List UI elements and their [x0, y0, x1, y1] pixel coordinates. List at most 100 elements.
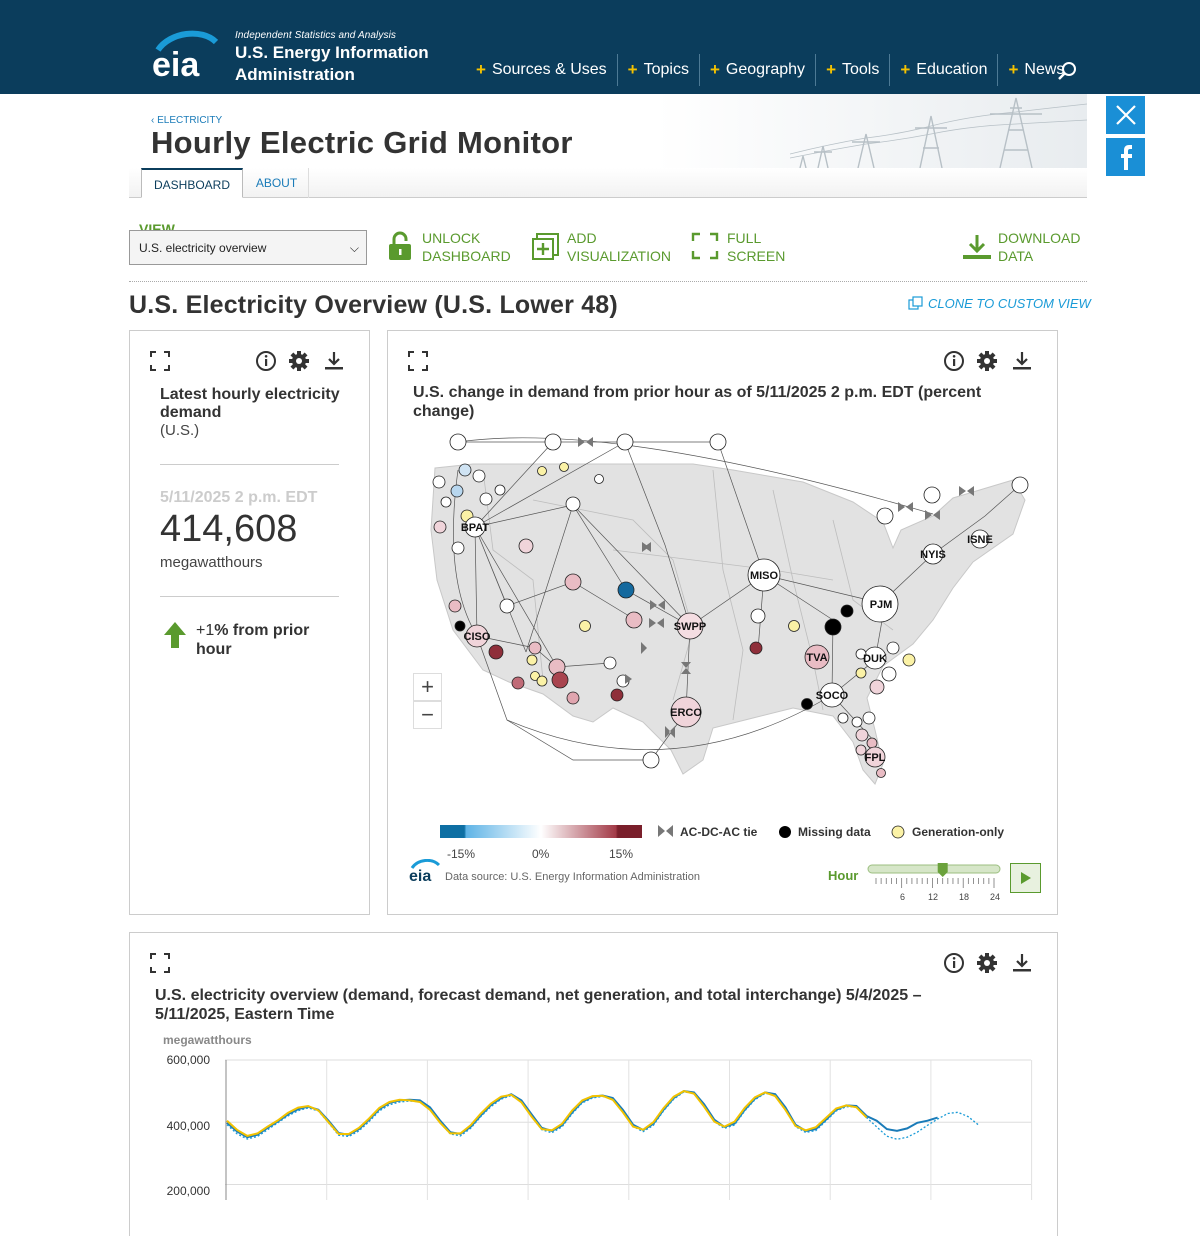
tie-icon	[641, 642, 647, 654]
play-button[interactable]	[1010, 863, 1041, 893]
lock-icon	[389, 231, 411, 260]
logo-name-line2: Administration	[235, 65, 355, 84]
breadcrumb[interactable]: ‹ ELECTRICITY	[151, 115, 223, 126]
nav-label: Education	[916, 61, 988, 78]
ba-node	[876, 507, 894, 525]
toolbar-divider	[129, 281, 1087, 282]
nav-sources-uses[interactable]: + Sources & Uses	[466, 54, 618, 86]
ba-node	[749, 641, 763, 655]
ba-node	[433, 520, 447, 534]
download-icon[interactable]	[1011, 350, 1033, 372]
section-title: U.S. Electricity Overview (U.S. Lower 48…	[129, 291, 618, 319]
ba-node	[855, 648, 867, 660]
plus-icon: +	[1008, 60, 1019, 79]
ba-node	[824, 618, 842, 636]
demand-panel-subtitle: (U.S.)	[160, 422, 200, 439]
info-icon[interactable]	[255, 350, 277, 372]
ba-nodes	[432, 433, 1029, 778]
ba-node	[881, 666, 897, 682]
change-number: 1	[205, 622, 215, 639]
series-line-net-generation	[226, 1090, 868, 1137]
y-axis-label: megawatthours	[163, 1033, 252, 1047]
demand-date: 5/11/2025 2 p.m. EDT	[160, 489, 318, 506]
nav-news[interactable]: + News	[998, 54, 1074, 86]
download-icon[interactable]	[323, 350, 345, 372]
overview-line-chart[interactable]	[225, 1050, 1035, 1200]
ba-node	[866, 737, 878, 749]
x-icon	[1115, 105, 1136, 125]
tab-dashboard[interactable]: DASHBOARD	[141, 168, 243, 198]
ba-node	[902, 653, 916, 667]
gear-icon[interactable]	[976, 350, 998, 372]
download-icon	[963, 235, 991, 259]
grid-map[interactable]: BPAT CISO SWPP MISO PJM NYIS ISNE TVA DU…	[413, 430, 1043, 800]
zoom-out-button[interactable]: −	[413, 701, 442, 729]
ba-node	[559, 462, 569, 472]
arrow-up-icon	[164, 622, 186, 648]
ba-node	[537, 466, 547, 476]
tab-about[interactable]: ABOUT	[245, 168, 309, 198]
zoom-in-button[interactable]: +	[413, 673, 442, 701]
logo-tagline: Independent Statistics and Analysis	[235, 30, 397, 41]
ba-node	[610, 688, 624, 702]
ba-node	[479, 492, 493, 506]
ba-node	[528, 641, 542, 655]
expand-icon[interactable]	[149, 952, 171, 974]
unlock-dashboard-button[interactable]: UNLOCK DASHBOARD	[387, 229, 511, 265]
add-chart-icon	[532, 233, 559, 260]
tie-icon	[642, 542, 651, 552]
tie-icon	[959, 486, 974, 496]
ba-node	[526, 654, 538, 666]
clone-icon	[908, 296, 923, 310]
ba-node	[788, 620, 800, 632]
chart-title: U.S. electricity overview (demand, forec…	[155, 987, 922, 1023]
ba-node	[837, 712, 849, 724]
ba-node	[819, 682, 845, 708]
info-icon[interactable]	[943, 952, 965, 974]
clone-label: CLONE TO CUSTOM VIEW	[928, 296, 1091, 311]
eia-logo[interactable]: eia	[150, 28, 220, 80]
ba-node	[861, 585, 899, 623]
twitter-share-button[interactable]	[1106, 96, 1145, 134]
hour-slider[interactable]	[866, 862, 1002, 892]
ba-label: CISO	[464, 631, 491, 643]
add-visualization-button[interactable]: ADD VISUALIZATION	[531, 229, 671, 265]
gear-icon[interactable]	[976, 952, 998, 974]
tab-bar: DASHBOARD ABOUT	[129, 168, 1087, 198]
ba-node	[594, 474, 604, 484]
ba-node	[801, 698, 813, 710]
nav-geography[interactable]: + Geography	[700, 54, 817, 86]
tie-legend-icon	[658, 825, 673, 837]
page-title: Hourly Electric Grid Monitor	[151, 125, 573, 160]
search-icon[interactable]	[1056, 60, 1078, 82]
expand-icon[interactable]	[407, 350, 429, 372]
download-icon[interactable]	[1011, 952, 1033, 974]
nav-education[interactable]: + Education	[890, 54, 999, 86]
ba-node	[530, 671, 540, 681]
tie-icon	[681, 662, 691, 674]
ba-label: NYIS	[920, 549, 946, 561]
us-lower48-shape	[430, 463, 1026, 785]
nav-topics[interactable]: + Topics	[618, 54, 700, 86]
generation-only-legend-label: Generation-only	[912, 825, 1005, 839]
add-label-2: VISUALIZATION	[567, 248, 671, 264]
full-screen-button[interactable]: FULL SCREEN	[691, 229, 785, 265]
info-icon[interactable]	[943, 350, 965, 372]
ba-node	[642, 751, 660, 769]
logo-text[interactable]: Independent Statistics and Analysis U.S.…	[235, 30, 429, 85]
site-header: eia Independent Statistics and Analysis …	[0, 0, 1200, 94]
facebook-share-button[interactable]	[1106, 138, 1145, 176]
gear-icon[interactable]	[288, 350, 310, 372]
clone-custom-view-link[interactable]: CLONE TO CUSTOM VIEW	[908, 296, 1091, 311]
ba-node	[454, 620, 466, 632]
view-select[interactable]: U.S. electricity overview ⌵	[129, 230, 367, 265]
tie-icon	[925, 510, 940, 520]
ba-node	[432, 475, 446, 489]
expand-icon[interactable]	[149, 350, 171, 372]
demand-change: +1% from prior hour	[196, 621, 336, 659]
nav-tools[interactable]: + Tools	[816, 54, 891, 86]
download-data-button[interactable]: DOWNLOAD DATA	[962, 229, 1080, 265]
scale-tick-pos: 15%	[609, 847, 634, 861]
unlock-label-1: UNLOCK	[422, 230, 481, 246]
ba-node	[566, 691, 580, 705]
